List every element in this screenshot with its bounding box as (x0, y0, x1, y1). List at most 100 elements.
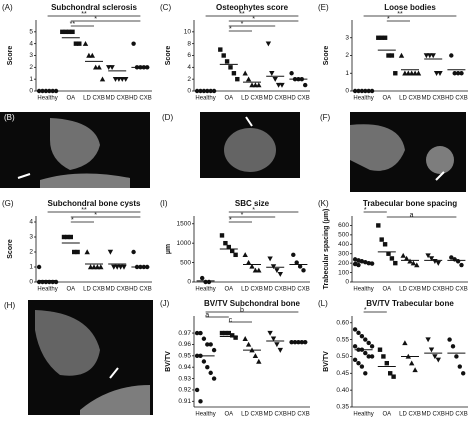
point (352, 257, 358, 262)
x-tick-label: OA (224, 96, 233, 102)
x-tick-label: OA (382, 96, 391, 102)
point (230, 248, 235, 254)
point (405, 70, 411, 76)
chart-title: SBC size (235, 199, 270, 208)
panel-label: (A) (2, 3, 13, 12)
chart-title: Trabecular bone spacing (363, 199, 457, 208)
x-tick-label: MD CXB (422, 412, 445, 418)
y-tick-label: 6 (187, 52, 191, 59)
y-axis-label: Score (165, 46, 172, 66)
x-tick-label: Healthy (195, 287, 215, 293)
point (107, 249, 114, 255)
x-tick-label: HD CXB (287, 412, 310, 418)
point (68, 234, 73, 240)
y-tick-label: 0.94 (178, 364, 191, 371)
x-tick-label: HD CXB (445, 287, 468, 293)
x-tick-label: LD CXB (83, 287, 105, 293)
x-tick-label: HD CXB (287, 287, 310, 293)
y-tick-label: 2 (345, 52, 349, 59)
point (205, 364, 210, 370)
point (249, 263, 255, 269)
image-d: (D) (162, 112, 300, 178)
point (256, 358, 262, 364)
significance-label: * (387, 16, 390, 23)
y-tick-label: 0.97 (178, 330, 191, 337)
x-tick-label: LD CXB (399, 287, 421, 293)
point (224, 59, 230, 64)
point (356, 258, 361, 263)
panel-label: (L) (318, 299, 328, 308)
point (376, 35, 381, 40)
chart-title: Subchondral bone cysts (48, 199, 141, 208)
point (400, 252, 406, 258)
y-tick-label: 0 (29, 88, 33, 95)
point (301, 268, 306, 273)
point (369, 344, 375, 349)
point (415, 70, 422, 76)
point (379, 237, 384, 242)
point (242, 336, 248, 341)
point (356, 360, 361, 366)
point (109, 65, 115, 71)
point (386, 251, 391, 256)
significance-label: * (364, 307, 367, 314)
point (194, 387, 200, 393)
point (275, 82, 282, 88)
point (66, 29, 72, 35)
point (412, 70, 418, 76)
x-tick-label: Healthy (353, 287, 373, 293)
point (447, 337, 452, 342)
y-axis-label: Score (7, 239, 14, 259)
x-tick-label: MD CXB (106, 96, 129, 102)
y-tick-label: 1000 (177, 240, 192, 247)
point (60, 29, 65, 35)
panel-label: (C) (160, 3, 171, 12)
x-tick-label: MD CXB (422, 287, 445, 293)
point (211, 347, 217, 353)
point (425, 253, 431, 259)
x-tick-label: Healthy (37, 96, 57, 102)
y-tick-label: 400 (338, 241, 349, 248)
point (352, 261, 358, 267)
point (75, 249, 80, 255)
y-tick-label: 1 (29, 264, 33, 271)
point (403, 255, 410, 261)
point (297, 264, 303, 269)
y-tick-label: 10 (184, 29, 192, 36)
point (454, 354, 459, 359)
point (256, 267, 262, 273)
y-axis-label: Score (323, 46, 330, 66)
image-f: (F) (320, 112, 466, 192)
significance-label: * (252, 207, 255, 214)
significance-label: * (252, 16, 255, 23)
significance-label: a (410, 212, 414, 219)
significance-label: c (229, 317, 233, 324)
point (91, 264, 97, 270)
point (94, 264, 101, 270)
significance-label: a (205, 312, 209, 319)
y-tick-label: 100 (338, 269, 349, 276)
point (194, 330, 200, 336)
point (93, 64, 99, 70)
y-tick-label: 2 (29, 249, 33, 256)
y-tick-label: 4 (29, 219, 33, 226)
panel-label: (H) (4, 301, 15, 310)
y-tick-label: 2 (29, 64, 33, 71)
x-tick-label: HD CXB (287, 96, 310, 102)
panel-label: (E) (318, 3, 329, 12)
point (245, 76, 252, 82)
point (352, 344, 358, 349)
point (423, 53, 430, 59)
point (430, 53, 436, 59)
point (77, 41, 82, 46)
y-tick-label: 500 (338, 232, 349, 239)
point (131, 249, 136, 255)
point (435, 357, 441, 363)
point (233, 252, 238, 258)
x-tick-label: LD CXB (399, 96, 421, 102)
point (267, 256, 273, 262)
point (198, 330, 203, 336)
point (409, 360, 415, 366)
point (84, 249, 90, 255)
point (391, 374, 396, 379)
